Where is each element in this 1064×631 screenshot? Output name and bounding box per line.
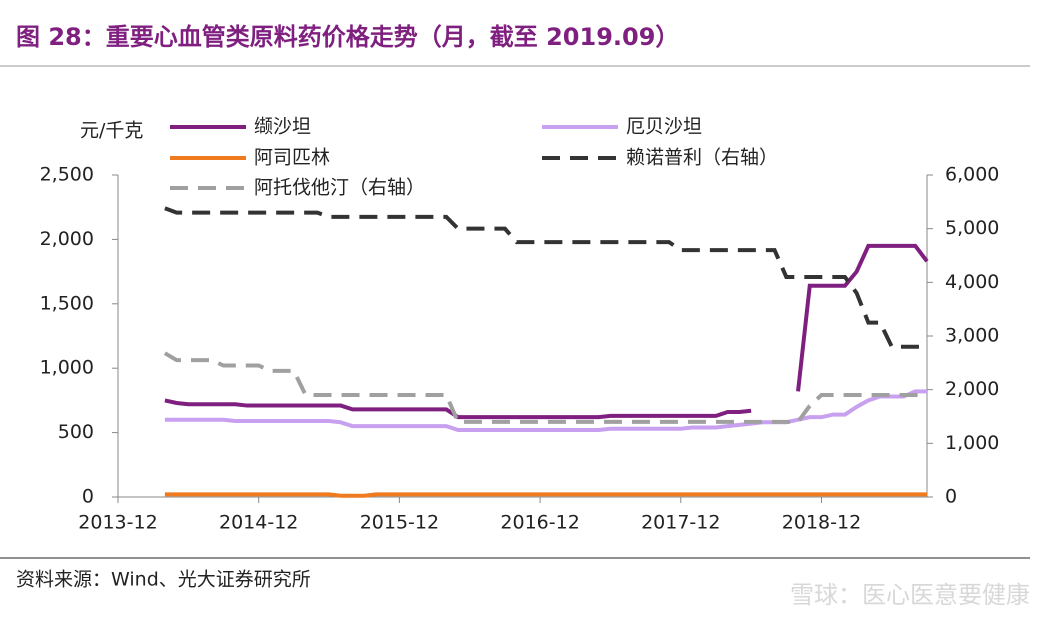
y-tick-label: 2,500 [40,164,94,186]
legend-label: 阿司匹林 [254,147,330,169]
y-tick-label: 1,500 [40,292,94,314]
x-tick-label: 2016-12 [500,512,579,534]
y-tick-label: 0 [82,486,94,508]
legend-label: 缬沙坦 [254,116,311,138]
y-tick-label: 1,000 [40,357,94,379]
y-tick-label: 2,000 [40,228,94,250]
y2-tick-label: 6,000 [945,164,999,186]
y-axis-label: 元/千克 [80,120,143,142]
series-line [164,206,927,349]
x-tick-label: 2014-12 [219,512,298,534]
y2-tick-label: 3,000 [945,325,999,347]
legend-label: 阿托伐他汀（右轴） [254,177,425,199]
x-tick-label: 2013-12 [78,512,157,534]
series-line [164,243,929,420]
watermark: 雪球：医心医意要健康 [790,581,1030,609]
source: 资料来源：Wind、光大证券研究所 [16,569,311,591]
y2-tick-label: 4,000 [945,271,999,293]
y2-tick-label: 0 [945,486,957,508]
x-tick-label: 2017-12 [641,512,720,534]
x-tick-label: 2018-12 [782,512,861,534]
x-tick-label: 2015-12 [360,512,439,534]
chart-title: 图 28：重要心血管类原料药价格走势（月，截至 2019.09） [16,23,679,51]
series-line [164,492,927,498]
legend-label: 赖诺普利（右轴） [626,147,778,169]
y2-tick-label: 5,000 [945,217,999,239]
y-tick-label: 500 [58,421,94,443]
series-line [163,351,927,424]
legend-label: 厄贝沙坦 [626,116,702,138]
series-line [164,389,927,433]
y2-tick-label: 2,000 [945,378,999,400]
y2-tick-label: 1,000 [945,432,999,454]
